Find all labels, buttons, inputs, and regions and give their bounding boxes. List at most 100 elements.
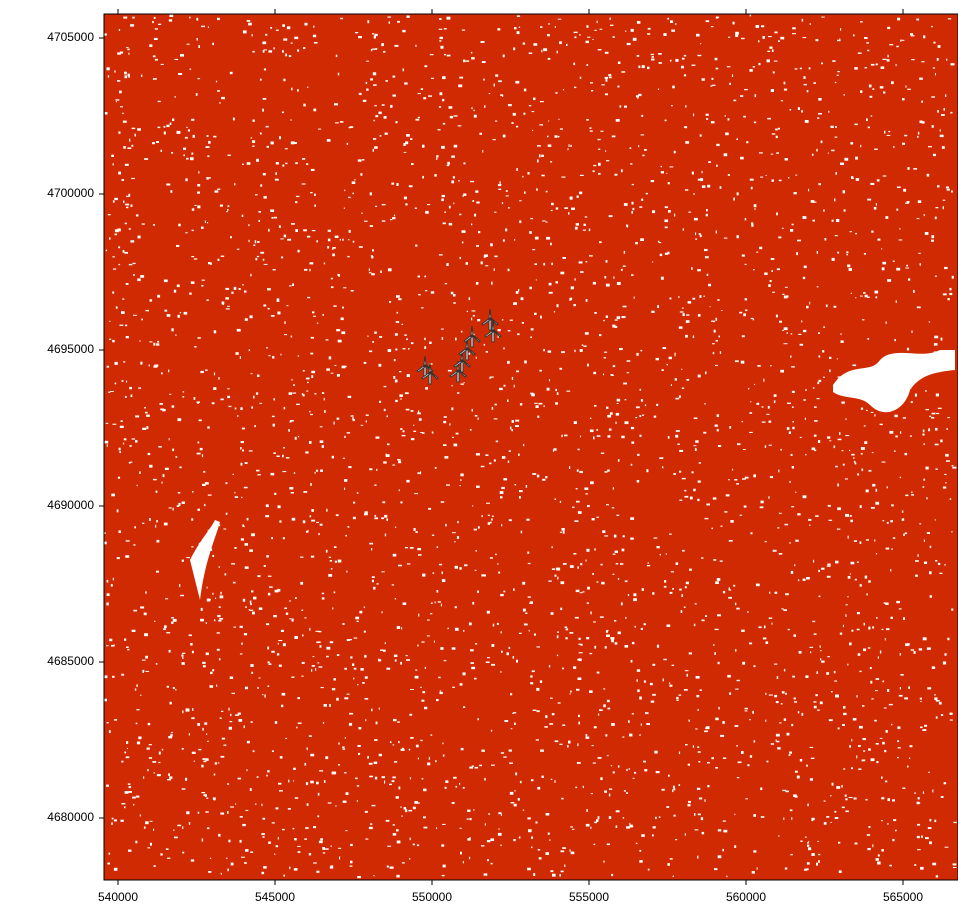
- raster-gap: [934, 336, 938, 339]
- raster-gap: [531, 837, 533, 839]
- raster-gap: [716, 318, 718, 321]
- raster-gap: [298, 436, 299, 437]
- raster-gap: [422, 176, 424, 179]
- raster-gap: [801, 320, 802, 322]
- raster-gap: [501, 487, 505, 489]
- raster-gap: [806, 765, 808, 767]
- raster-gap: [940, 129, 941, 131]
- raster-gap: [381, 571, 384, 572]
- raster-gap: [577, 762, 581, 764]
- raster-gap: [518, 798, 520, 801]
- raster-gap: [201, 227, 204, 229]
- raster-gap: [337, 418, 340, 420]
- raster-gap: [798, 107, 800, 110]
- raster-gap: [761, 501, 764, 504]
- raster-gap: [841, 402, 844, 404]
- raster-gap: [407, 16, 410, 18]
- raster-gap: [346, 571, 347, 573]
- raster-gap: [353, 517, 356, 519]
- raster-gap: [641, 628, 643, 630]
- raster-gap: [310, 781, 314, 784]
- raster-gap: [705, 256, 709, 258]
- raster-gap: [117, 80, 120, 82]
- raster-gap: [606, 635, 610, 638]
- raster-gap: [796, 252, 798, 255]
- raster-gap: [433, 572, 435, 573]
- raster-gap: [140, 814, 141, 816]
- raster-gap: [605, 150, 606, 152]
- raster-gap: [169, 438, 170, 440]
- raster-gap: [328, 230, 331, 232]
- raster-gap: [536, 822, 538, 824]
- raster-gap: [268, 686, 270, 688]
- raster-gap: [382, 501, 385, 503]
- raster-gap: [130, 240, 134, 242]
- raster-gap: [675, 353, 676, 355]
- raster-gap: [231, 863, 234, 866]
- raster-gap: [135, 689, 137, 691]
- raster-gap: [594, 30, 596, 31]
- raster-gap: [866, 593, 867, 595]
- raster-gap: [441, 501, 445, 503]
- raster-gap: [551, 779, 553, 780]
- raster-gap: [515, 790, 516, 791]
- raster-gap: [636, 406, 640, 408]
- raster-gap: [788, 177, 789, 179]
- raster-gap: [655, 817, 657, 819]
- raster-gap: [817, 398, 820, 399]
- raster-gap: [708, 161, 711, 163]
- raster-gap: [882, 681, 884, 683]
- raster-gap: [897, 187, 901, 189]
- raster-gap: [571, 208, 575, 210]
- raster-gap: [925, 837, 929, 839]
- raster-gap: [516, 168, 518, 171]
- raster-gap: [559, 744, 562, 745]
- raster-gap: [463, 706, 465, 708]
- raster-gap: [672, 86, 675, 89]
- raster-gap: [721, 526, 723, 527]
- raster-gap: [343, 748, 346, 749]
- raster-gap: [358, 159, 362, 161]
- raster-gap: [460, 384, 464, 385]
- raster-gap: [310, 192, 312, 193]
- raster-gap: [754, 740, 756, 742]
- raster-gap: [415, 45, 416, 47]
- raster-gap: [466, 60, 470, 61]
- raster-gap: [842, 724, 845, 726]
- raster-gap: [774, 695, 777, 697]
- raster-gap: [307, 530, 309, 531]
- raster-gap: [208, 495, 212, 496]
- raster-gap: [622, 316, 626, 318]
- raster-gap: [787, 295, 789, 297]
- raster-gap: [106, 785, 109, 787]
- raster-gap: [855, 463, 857, 465]
- raster-gap: [474, 529, 477, 531]
- raster-gap: [666, 806, 669, 808]
- raster-gap: [365, 811, 368, 813]
- raster-gap: [472, 602, 474, 605]
- raster-gap: [157, 341, 159, 343]
- raster-gap: [292, 619, 294, 622]
- raster-gap: [436, 155, 438, 157]
- raster-gap: [481, 41, 485, 43]
- raster-gap: [570, 693, 571, 694]
- raster-gap: [900, 477, 901, 478]
- raster-gap: [935, 428, 938, 431]
- raster-gap: [867, 834, 870, 836]
- raster-gap: [161, 64, 164, 65]
- raster-gap: [770, 476, 773, 478]
- raster-gap: [548, 120, 549, 121]
- raster-gap: [757, 867, 758, 869]
- raster-gap: [921, 61, 924, 62]
- raster-gap: [699, 462, 701, 464]
- raster-gap: [259, 607, 263, 610]
- raster-gap: [430, 54, 434, 55]
- raster-gap: [324, 263, 325, 265]
- raster-gap: [454, 145, 458, 148]
- raster-gap: [164, 132, 166, 135]
- raster-gap: [653, 826, 656, 828]
- raster-gap: [566, 628, 569, 630]
- raster-gap: [221, 813, 223, 815]
- raster-gap: [667, 625, 671, 627]
- raster-gap: [311, 375, 313, 378]
